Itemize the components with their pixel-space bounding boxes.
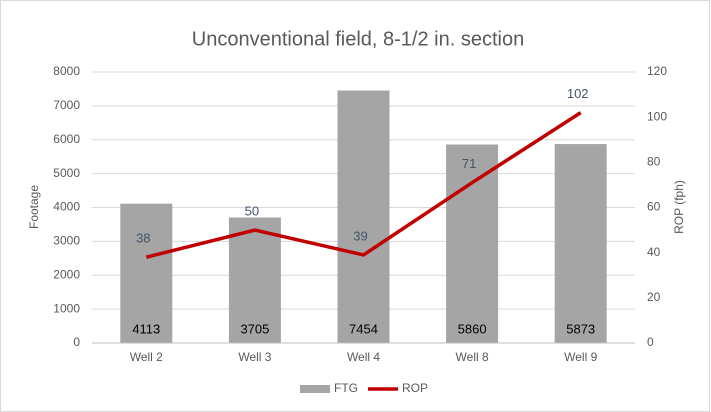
x-tick-label: Well 4 [347, 350, 380, 364]
y2-tick-label: 100 [647, 109, 667, 123]
bar [120, 203, 173, 343]
bar [446, 144, 499, 343]
x-tick-label: Well 9 [564, 350, 597, 364]
y2-tick-label: 40 [647, 245, 661, 259]
data-label: 4113 [132, 321, 160, 336]
data-label: 3705 [240, 321, 269, 336]
data-label: 7454 [349, 321, 378, 336]
data-label: 71 [462, 156, 476, 171]
data-label: 38 [136, 231, 150, 246]
y2-tick-label: 20 [647, 290, 661, 304]
y-tick-label: 7000 [53, 98, 80, 112]
y-tick-label: 5000 [53, 166, 80, 180]
x-tick-label: Well 3 [238, 350, 271, 364]
y2-tick-label: 120 [647, 64, 667, 78]
y2-axis-label: ROP (fph) [672, 180, 686, 234]
y-axis-label: Footage [27, 185, 41, 229]
rop-line [145, 111, 582, 259]
legend-label: ROP [402, 381, 428, 395]
bar [337, 90, 390, 343]
y-tick-label: 0 [73, 335, 80, 349]
x-tick-label: Well 2 [130, 350, 163, 364]
y-tick-label: 4000 [53, 200, 80, 214]
y-tick-label: 1000 [53, 301, 80, 315]
data-label: 39 [353, 228, 367, 243]
y2-tick-label: 0 [647, 335, 654, 349]
legend-swatch [300, 385, 330, 393]
bar [554, 144, 607, 343]
y-tick-label: 2000 [53, 267, 80, 281]
y-tick-label: 6000 [53, 132, 80, 146]
chart-title: Unconventional field, 8-1/2 in. section [192, 28, 524, 50]
y-tick-label: 8000 [53, 64, 80, 78]
data-label: 50 [245, 204, 259, 219]
bar [228, 217, 281, 343]
x-tick-label: Well 8 [456, 350, 489, 364]
y2-tick-label: 60 [647, 200, 661, 214]
y-tick-label: 3000 [53, 234, 80, 248]
data-label: 5860 [458, 321, 487, 336]
legend-label: FTG [334, 381, 358, 395]
y2-tick-label: 80 [647, 155, 661, 169]
data-label: 5873 [566, 321, 595, 336]
data-label: 102 [567, 86, 589, 101]
